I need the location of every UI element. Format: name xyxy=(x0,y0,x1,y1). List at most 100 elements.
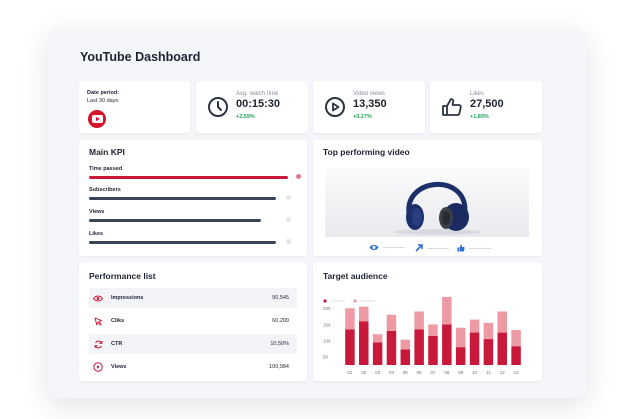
kpi-progress-bar xyxy=(89,219,262,222)
bar-segment xyxy=(497,332,507,365)
bar-segment xyxy=(359,321,369,365)
bar-segment xyxy=(386,330,397,365)
kpi-label: Views xyxy=(89,209,105,215)
refresh-icon xyxy=(93,339,103,349)
cursor-icon xyxy=(93,316,103,326)
target-audience-chart: 50 100 150 200 01 02 03 04 05 06 07 08 09 10 11 12 13 xyxy=(323,296,521,375)
bar-segment xyxy=(469,332,480,365)
kpi-end-dot xyxy=(286,239,291,244)
list-item-label: CTR xyxy=(111,341,123,347)
main-kpi-card: Main KPI Time passed Subscribers Views L… xyxy=(79,140,307,256)
video-stat-bar xyxy=(383,247,405,248)
bar-segment xyxy=(345,308,355,330)
stat-label: Avg. watch time xyxy=(236,91,279,97)
bar-segment xyxy=(455,327,466,348)
x-tick-label: 06 xyxy=(417,370,423,375)
likes-card: Likes 27,500 +1.89% xyxy=(430,81,542,133)
stat-value: 13,350 xyxy=(353,98,387,110)
x-tick-label: 07 xyxy=(430,370,436,375)
legend-swatch xyxy=(353,299,357,303)
x-tick-label: 11 xyxy=(486,370,491,375)
top-video-title: Top performing video xyxy=(323,147,410,157)
kpi-item: Views xyxy=(89,209,301,222)
date-period-label: Date period: xyxy=(87,90,120,96)
list-item-value: 60,200 xyxy=(272,318,289,324)
video-stat-shares[interactable] xyxy=(415,244,449,252)
play-circle-icon xyxy=(325,97,345,117)
stat-change: +1.89% xyxy=(470,114,489,120)
bar-segment xyxy=(414,311,424,330)
top-video-card: Top performing video xyxy=(313,140,542,256)
video-thumbnail[interactable] xyxy=(325,168,529,237)
list-item[interactable]: CTR 10,50% xyxy=(89,334,297,354)
bar-segment xyxy=(400,339,411,350)
bar-segment xyxy=(483,322,494,340)
video-views-card: Video views 13,350 +0.27% xyxy=(313,81,425,133)
stat-label: Likes xyxy=(470,91,485,97)
stat-label: Video views xyxy=(353,91,385,97)
date-period-value: Last 30 days xyxy=(87,98,119,104)
kpi-label: Time passed xyxy=(89,166,123,172)
eye-icon xyxy=(93,293,103,303)
video-stat-views[interactable] xyxy=(369,244,405,251)
list-item[interactable]: Cliks 60,200 xyxy=(89,311,297,331)
page-title: YouTube Dashboard xyxy=(80,50,201,64)
x-tick-label: 09 xyxy=(458,370,464,375)
headphones-image xyxy=(393,182,481,235)
thumbs-up-icon xyxy=(457,244,465,252)
bar-segment xyxy=(428,335,438,365)
performance-list-title: Performance list xyxy=(89,271,156,281)
target-audience-title: Target audience xyxy=(323,271,388,281)
bar-segment xyxy=(511,346,521,365)
main-kpi-title: Main KPI xyxy=(89,147,125,157)
y-tick-label: 100 xyxy=(323,338,331,343)
kpi-end-dot xyxy=(286,195,291,200)
bar-segment xyxy=(469,319,480,333)
bar-segment xyxy=(511,329,521,347)
y-tick-label: 150 xyxy=(323,322,331,327)
share-icon xyxy=(415,244,423,252)
play-circle-icon xyxy=(93,362,103,372)
video-stat-bar xyxy=(469,247,491,249)
kpi-progress-bar xyxy=(89,197,276,200)
list-item-label: Impressions xyxy=(111,295,144,301)
clock-icon xyxy=(208,97,228,117)
bar-segment xyxy=(400,349,411,365)
bar-segment xyxy=(359,306,369,322)
video-stat-bar xyxy=(427,247,449,249)
bar-segment xyxy=(455,347,466,365)
kpi-label: Subscribers xyxy=(89,187,121,193)
video-stat-likes[interactable] xyxy=(457,244,491,252)
y-tick-label: 200 xyxy=(323,306,331,311)
bar-segment xyxy=(428,324,438,336)
list-item-value: 100,984 xyxy=(269,364,289,370)
date-period-card[interactable]: Date period: Last 30 days xyxy=(79,81,190,133)
stat-value: 00:15:30 xyxy=(236,98,281,110)
x-tick-label: 03 xyxy=(375,370,381,375)
bar-segment xyxy=(372,342,383,365)
kpi-item: Likes xyxy=(89,231,301,244)
x-tick-label: 02 xyxy=(361,370,367,375)
youtube-logo-icon xyxy=(88,110,106,128)
bar-segment xyxy=(372,334,383,343)
kpi-end-dot xyxy=(296,174,301,179)
list-item[interactable]: Views 100,984 xyxy=(89,357,297,377)
bar-segment xyxy=(483,339,494,365)
kpi-item: Subscribers xyxy=(89,187,301,200)
list-item-label: Cliks xyxy=(111,318,125,324)
bar-segment xyxy=(386,314,397,331)
x-tick-label: 10 xyxy=(472,370,478,375)
x-tick-label: 12 xyxy=(500,370,506,375)
kpi-label: Likes xyxy=(89,231,104,237)
bar-segment xyxy=(442,324,452,365)
list-item-label: Views xyxy=(111,364,127,370)
list-item-value: 10,50% xyxy=(270,341,289,347)
x-tick-label: 08 xyxy=(444,370,450,375)
dashboard-panel: YouTube Dashboard Date period: Last 30 d… xyxy=(48,28,586,398)
kpi-item: Time passed xyxy=(89,166,301,179)
x-tick-label: 05 xyxy=(403,370,409,375)
list-item-value: 90,545 xyxy=(272,295,289,301)
eye-icon xyxy=(369,245,379,250)
stat-change: +0.27% xyxy=(353,114,372,120)
list-item[interactable]: Impressions 90,545 xyxy=(89,288,297,308)
